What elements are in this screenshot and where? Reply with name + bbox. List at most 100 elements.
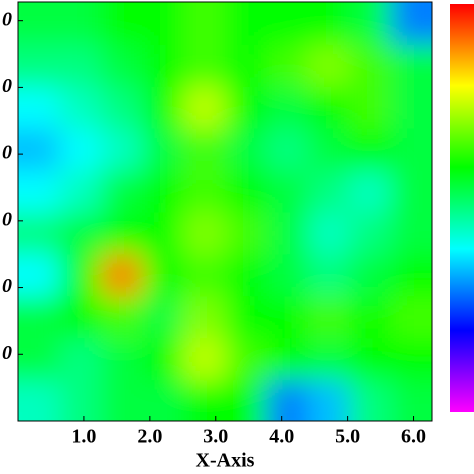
heat-cell (183, 127, 226, 171)
heat-cell (349, 2, 392, 45)
heat-cell (307, 295, 351, 339)
heat-cell (100, 127, 144, 171)
x-axis-label: X-Axis (196, 450, 255, 472)
heat-cell (349, 337, 392, 381)
heat-cell (349, 295, 392, 339)
heat-cell (18, 169, 61, 213)
heat-cell (142, 253, 185, 297)
heat-cell (100, 337, 144, 381)
heat-cell (225, 337, 268, 381)
heat-cell (183, 253, 226, 297)
heat-cell (349, 253, 392, 297)
heat-cell (266, 295, 309, 339)
heat-cell (59, 43, 102, 87)
heat-cell (142, 43, 185, 87)
heat-cell (390, 127, 432, 171)
heat-cell (307, 211, 351, 255)
heat-cell (142, 211, 185, 255)
heat-cell (183, 211, 226, 255)
heat-cell (225, 211, 268, 255)
x-tick-label: 2.0 (137, 426, 162, 448)
heat-cell (349, 211, 392, 255)
heat-cell (225, 253, 268, 297)
heat-cell (266, 43, 309, 87)
heat-cell (266, 2, 309, 45)
heat-cell (142, 2, 185, 45)
heat-cell (225, 43, 268, 87)
heat-cell (100, 169, 144, 213)
heat-cell (307, 337, 351, 381)
heat-cell (307, 43, 351, 87)
x-tick-label: 5.0 (335, 426, 360, 448)
heat-cell (390, 253, 432, 297)
heat-cell (266, 211, 309, 255)
heat-cell (266, 169, 309, 213)
heat-cell (18, 337, 61, 381)
heat-cell (18, 211, 61, 255)
y-tick-label: 0 (2, 142, 12, 164)
heat-cell (59, 379, 102, 421)
heat-cell (183, 337, 226, 381)
heat-cell (390, 43, 432, 87)
heat-cell (18, 295, 61, 339)
colorbar (450, 4, 474, 412)
y-tick-label: 0 (2, 8, 12, 30)
heat-cell (100, 43, 144, 87)
heat-cell (390, 337, 432, 381)
heat-cell (59, 2, 102, 45)
heat-cell (307, 2, 351, 45)
y-tick-label: 0 (2, 275, 12, 297)
heat-cell (142, 337, 185, 381)
heat-cell (390, 211, 432, 255)
heat-cell (183, 2, 226, 45)
heat-cell (390, 169, 432, 213)
heat-cell (100, 85, 144, 129)
heat-cell (100, 253, 144, 297)
heat-cell (307, 169, 351, 213)
heat-cell (59, 253, 102, 297)
plot-frame (17, 1, 433, 422)
heat-cell (142, 85, 185, 129)
heat-cell (266, 379, 309, 421)
y-tick-label: 0 (2, 342, 12, 364)
heat-cell (349, 169, 392, 213)
heat-cell (183, 43, 226, 87)
y-tick-label: 0 (2, 208, 12, 230)
heat-cell (183, 169, 226, 213)
heat-cell (349, 85, 392, 129)
heat-cell (18, 43, 61, 87)
x-tick-label: 1.0 (71, 426, 96, 448)
heat-cell (225, 295, 268, 339)
heat-cell (183, 295, 226, 339)
heat-cell (142, 295, 185, 339)
heat-cell (390, 85, 432, 129)
heat-cell (142, 127, 185, 171)
heat-cell (390, 379, 432, 421)
heat-cell (183, 379, 226, 421)
heat-cell (100, 295, 144, 339)
heat-cell (390, 295, 432, 339)
heat-cell (349, 379, 392, 421)
heat-cell (266, 253, 309, 297)
heat-cell (100, 2, 144, 45)
heat-cell (307, 127, 351, 171)
heat-cell (266, 337, 309, 381)
heat-cell (100, 379, 144, 421)
heat-cell (266, 85, 309, 129)
heat-cell (225, 127, 268, 171)
heat-cell (225, 169, 268, 213)
heat-cell (266, 127, 309, 171)
heat-cell (390, 2, 432, 45)
heat-cell (307, 379, 351, 421)
heat-cell (59, 211, 102, 255)
heat-cell (18, 253, 61, 297)
x-tick-label: 4.0 (269, 426, 294, 448)
heat-cell (18, 2, 61, 45)
heat-cell (225, 379, 268, 421)
y-tick-label: 0 (2, 75, 12, 97)
heat-cell (225, 85, 268, 129)
heat-cell (59, 85, 102, 129)
heat-cell (18, 379, 61, 421)
heat-cell (307, 253, 351, 297)
